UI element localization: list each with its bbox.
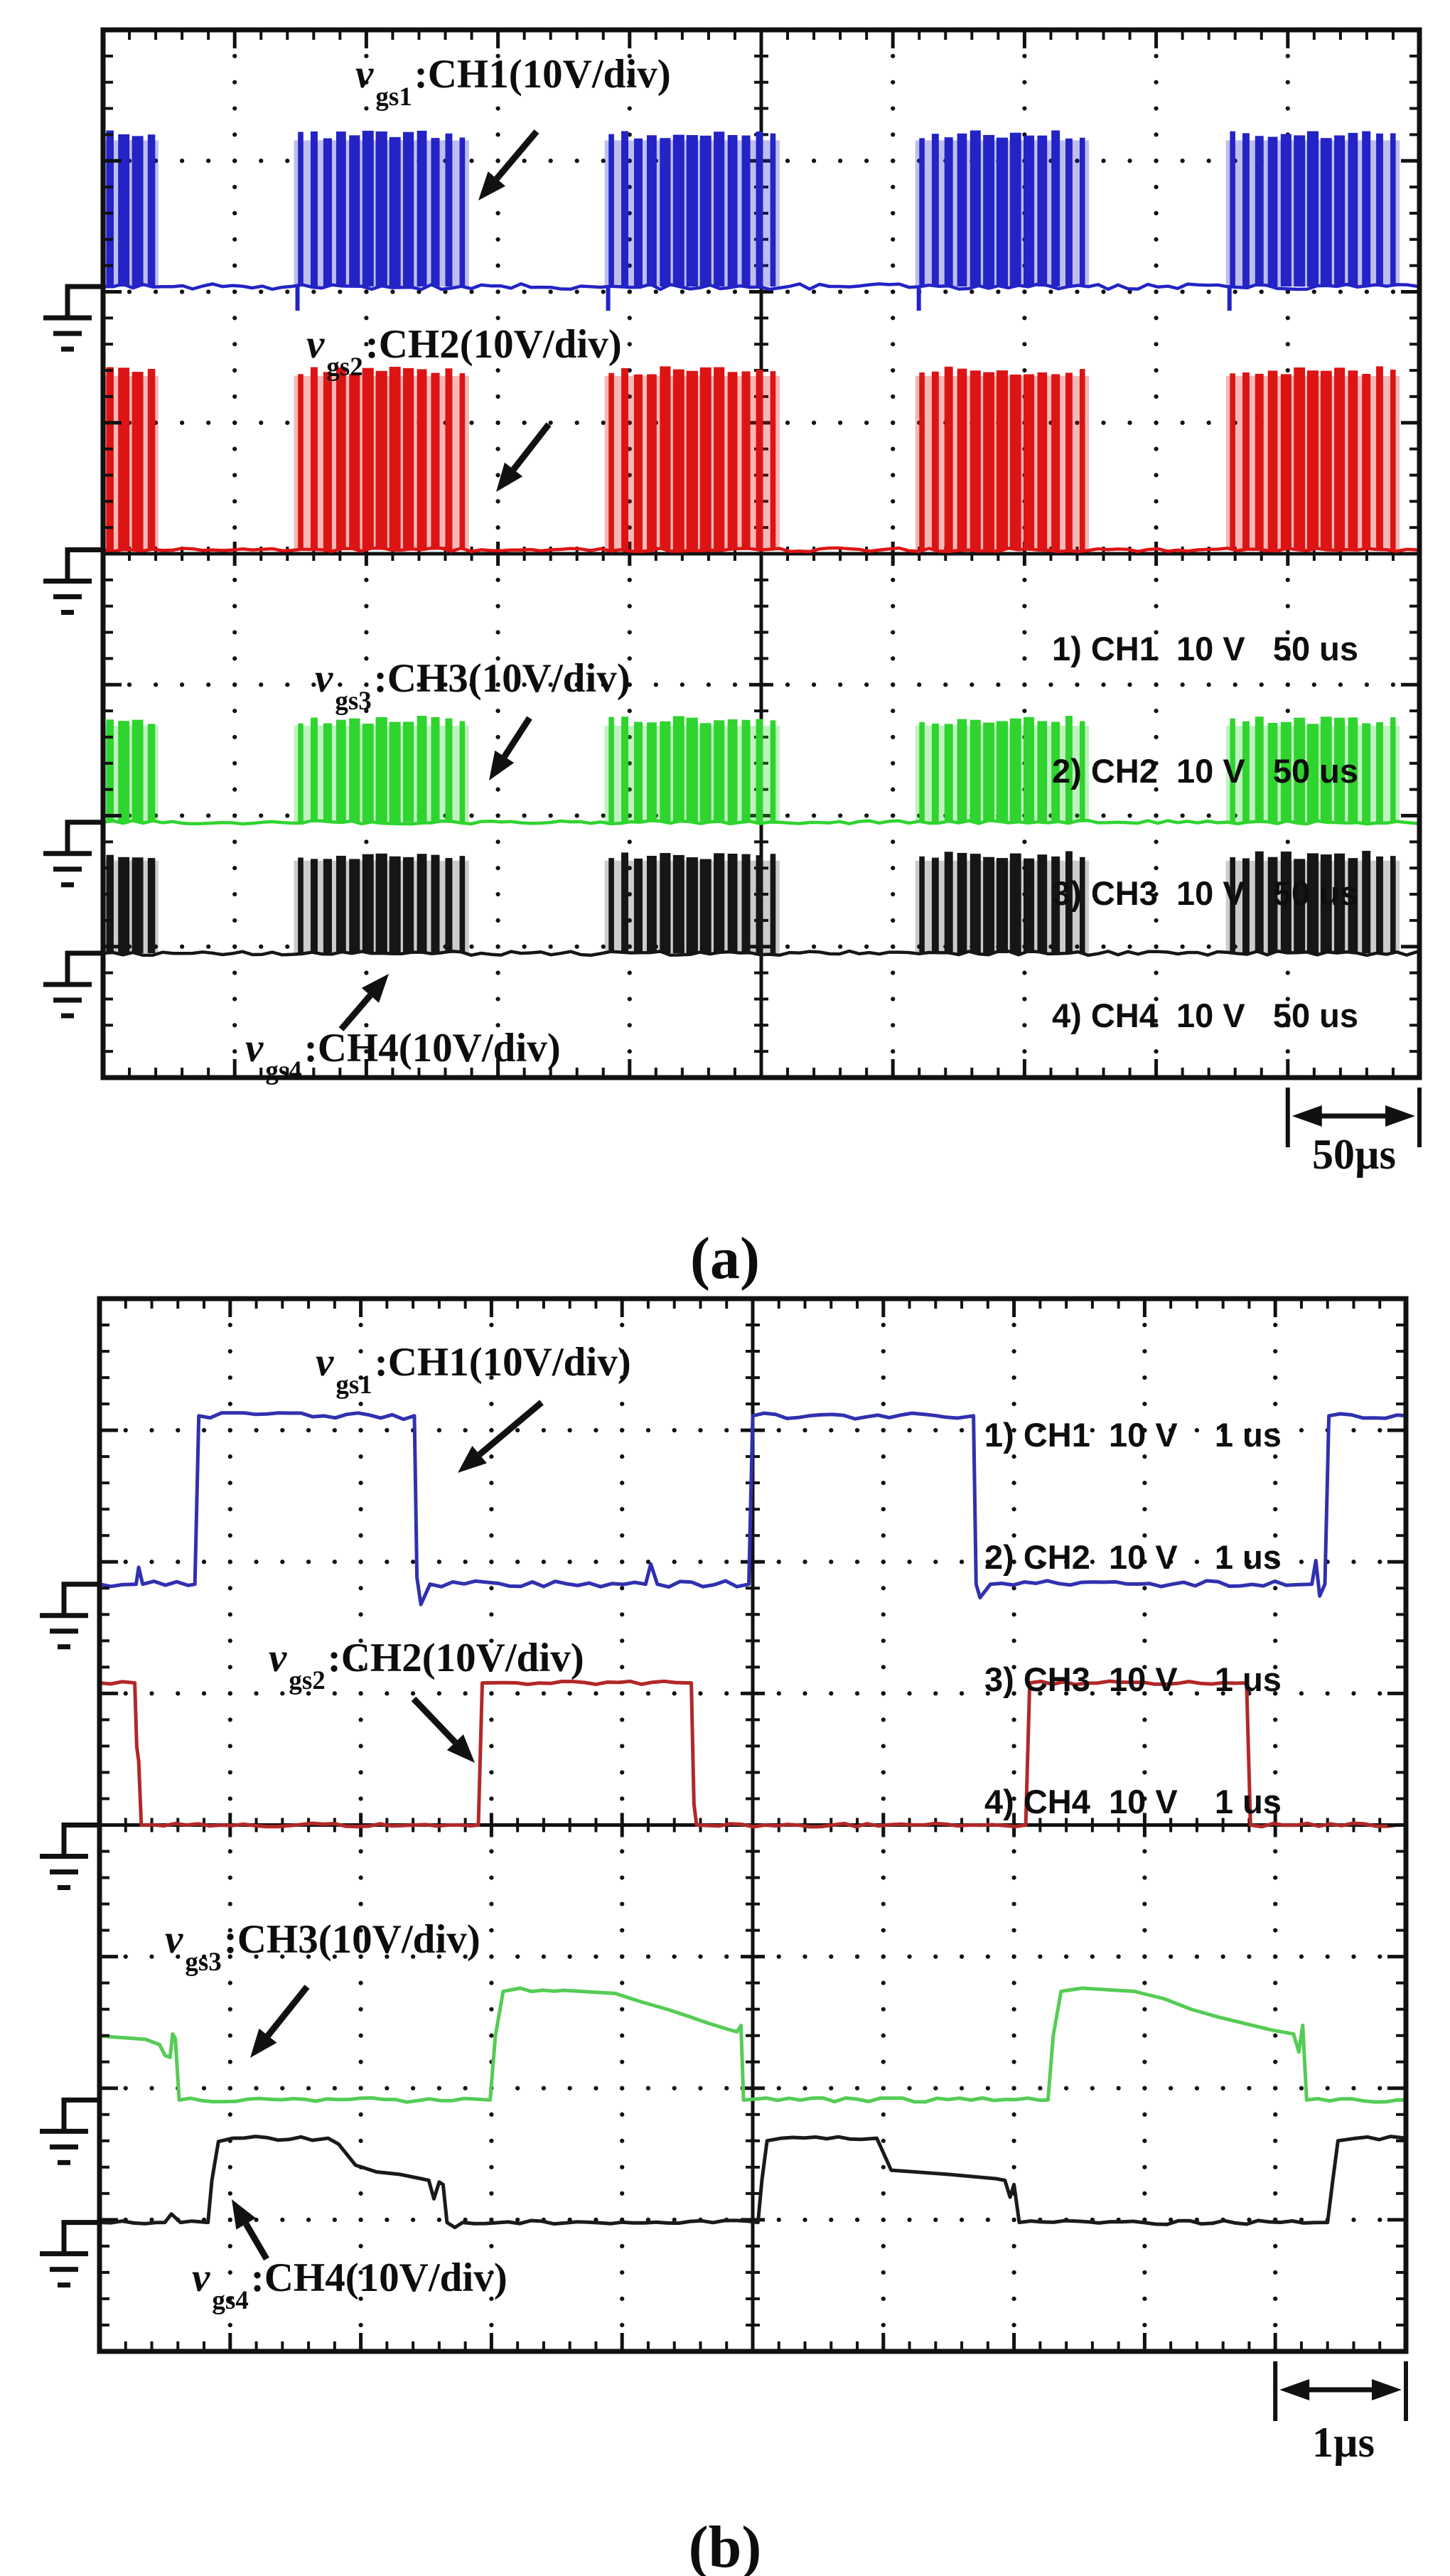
readout-line: 4) CH4 10 V 1 us	[984, 1783, 1282, 1820]
scope-panel-b	[40, 1296, 1409, 2421]
readout-line: 2) CH2 10 V 1 us	[984, 1538, 1282, 1576]
scope-readout-a: 1) CH1 10 V 50 us 2) CH2 10 V 50 us 3) C…	[1052, 549, 1358, 1116]
readout-line: 1) CH1 10 V 1 us	[984, 1416, 1282, 1454]
channel-label-vgs3-a: vgs3:CH3(10V/div)	[315, 656, 630, 717]
timebase-scale-label-a: 50µs	[1312, 1131, 1396, 1178]
panel-caption-b: (b)	[688, 2514, 762, 2576]
channel-label-vgs1-a: vgs1:CH1(10V/div)	[355, 52, 671, 112]
scope-panel-a	[43, 27, 1422, 1147]
readout-line: 4) CH4 10 V 50 us	[1052, 997, 1359, 1034]
panel-caption-a: (a)	[690, 1225, 760, 1292]
channel-label-vgs2-a: vgs2:CH2(10V/div)	[306, 322, 622, 382]
channel-label-vgs1-b: vgs1:CH1(10V/div)	[316, 1340, 631, 1400]
readout-line: 3) CH3 10 V 1 us	[984, 1660, 1282, 1698]
channel-label-vgs4-a: vgs4:CH4(10V/div)	[245, 1026, 561, 1086]
channel-label-vgs2-b: vgs2:CH2(10V/div)	[269, 1636, 584, 1696]
channel-label-vgs4-b: vgs4:CH4(10V/div)	[192, 2255, 508, 2316]
channel-label-vgs3-b: vgs3:CH3(10V/div)	[165, 1917, 480, 1977]
readout-line: 1) CH1 10 V 50 us	[1052, 630, 1359, 667]
timebase-scale-label-b: 1µs	[1312, 2419, 1375, 2466]
scope-readout-b: 1) CH1 10 V 1 us 2) CH2 10 V 1 us 3) CH3…	[984, 1335, 1282, 1902]
readout-line: 3) CH3 10 V 50 us	[1052, 874, 1359, 912]
readout-line: 2) CH2 10 V 50 us	[1052, 752, 1359, 790]
